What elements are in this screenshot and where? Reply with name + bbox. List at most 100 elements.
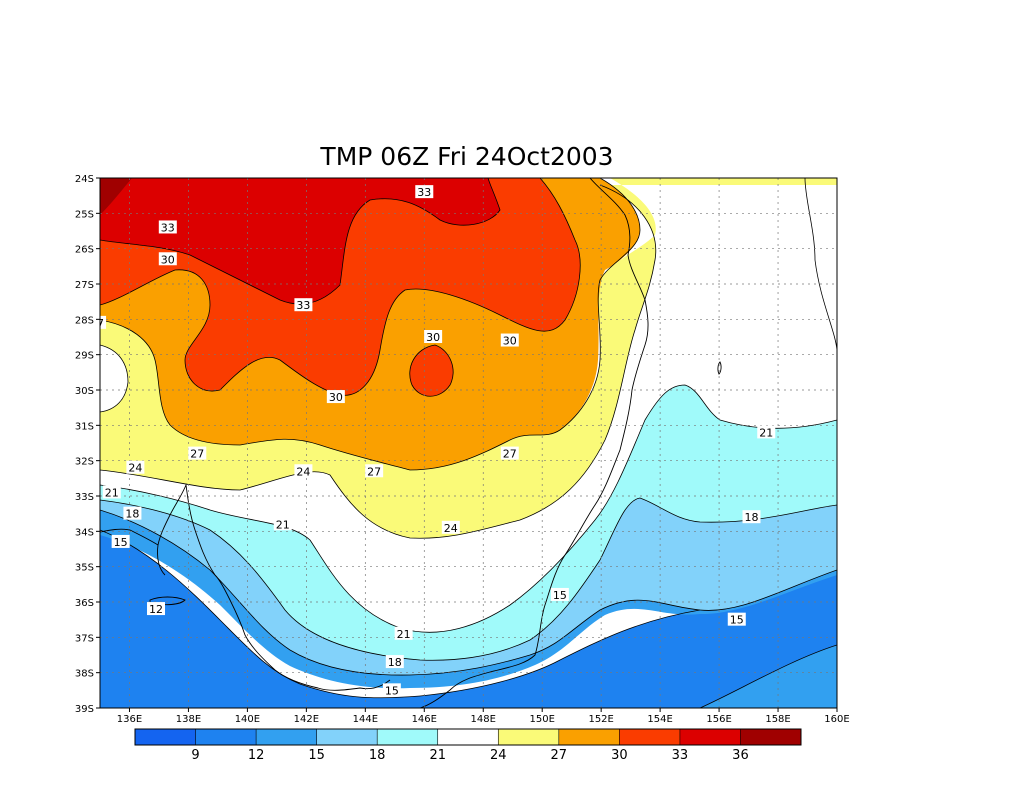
- region-9-12: [100, 530, 837, 708]
- plot-area: 33 33 30 33 27 30 30 30 27 27 24 24 27 21 18 21 24 15 12 15…: [90, 178, 837, 708]
- x-tick-label: 150E: [529, 714, 554, 725]
- contour-label: 27: [503, 448, 517, 461]
- contour-label-bg: [550, 587, 569, 601]
- region-12-15: [100, 510, 837, 708]
- region-36-39: [100, 178, 132, 215]
- y-tick-label: 36S: [75, 598, 94, 609]
- contour-label-bg: [188, 446, 207, 460]
- contour-label: 30: [503, 335, 517, 348]
- y-tick-label: 29S: [75, 351, 94, 362]
- colorbar-swatch: [377, 729, 439, 745]
- x-tick-label: 152E: [588, 714, 613, 725]
- colorbar-swatch: [256, 729, 318, 745]
- contour-lines: [100, 178, 837, 708]
- contour-label-bg: [294, 464, 313, 478]
- contour-label: 24: [444, 522, 458, 535]
- y-tick-label: 30S: [75, 386, 94, 397]
- y-tick-label: 24S: [75, 174, 94, 185]
- contour-label-bg: [757, 425, 776, 439]
- x-tick-label: 158E: [765, 714, 790, 725]
- y-tick-label: 33S: [75, 492, 94, 503]
- contour-label: 21: [397, 628, 411, 641]
- contour-label: 18: [388, 656, 402, 669]
- y-tick-label: 37S: [75, 633, 94, 644]
- colorbar-label: 33: [672, 748, 689, 763]
- contour-label: 15: [553, 589, 567, 602]
- contour-label-bg: [441, 520, 460, 534]
- colorbar-swatch: [437, 729, 499, 745]
- contour-label: 15: [114, 536, 128, 549]
- colorbar-label: 15: [308, 748, 325, 763]
- colorbar-swatch: [135, 729, 197, 745]
- contour-33-line: [100, 178, 501, 305]
- y-tick-label: 35S: [75, 563, 94, 574]
- contour-label: 30: [426, 331, 440, 344]
- contour-label-bg: [727, 612, 746, 626]
- contour-label: 21: [759, 426, 773, 439]
- contour-label-bg: [111, 534, 130, 548]
- x-tick-label: 160E: [824, 714, 849, 725]
- colorbar-label: 12: [248, 748, 265, 763]
- chart-title: TMP 06Z Fri 24Oct2003: [319, 142, 613, 171]
- contour-label-bg: [415, 185, 434, 199]
- contour-27-line: [100, 178, 641, 471]
- plot-frame: [99, 177, 838, 709]
- contour-label-bg: [382, 683, 401, 697]
- coastline-east: [419, 178, 649, 708]
- colorbar-swatch: [619, 729, 681, 745]
- contour-label-bg: [365, 464, 384, 478]
- y-tick-label: 38S: [75, 669, 94, 680]
- x-axis-ticks: 136E 138E 140E 142E 144E 146E 148E 150E 152E 154E…: [117, 708, 850, 725]
- x-tick-label: 142E: [294, 714, 319, 725]
- region-24-27: [100, 178, 837, 539]
- contour-label: 15: [385, 684, 399, 697]
- y-tick-label: 39S: [75, 704, 94, 715]
- contour-label: 27: [367, 465, 381, 478]
- y-tick-label: 31S: [75, 421, 94, 432]
- contour-label-bg: [394, 626, 413, 640]
- region-30-33: [100, 178, 581, 397]
- contour-label-bg: [273, 517, 292, 531]
- colorbar-swatch: [498, 729, 560, 745]
- x-tick-label: 138E: [176, 714, 201, 725]
- contour-label-bg: [500, 446, 519, 460]
- y-tick-label: 32S: [75, 457, 94, 468]
- contour-label-bg: [500, 333, 519, 347]
- colorbar-label: 30: [611, 748, 628, 763]
- contour-label-bg: [126, 460, 145, 474]
- contour-label-bg: [158, 252, 177, 266]
- contour-label: 27: [90, 317, 104, 330]
- contour-label: 30: [161, 253, 175, 266]
- colorbar-swatch: [679, 729, 741, 745]
- contour-24-left-line: [100, 344, 129, 413]
- y-tick-label: 34S: [75, 527, 94, 538]
- contour-label-bg: [123, 506, 142, 520]
- colorbar-swatch: [195, 729, 257, 745]
- contour-12-right-line: [699, 644, 837, 708]
- contour-12-line: [100, 529, 701, 699]
- colorbar-swatch: [740, 729, 802, 745]
- contour-label-bg: [147, 602, 166, 616]
- contour-label: 15: [730, 614, 744, 627]
- x-tick-label: 156E: [706, 714, 731, 725]
- x-tick-label: 136E: [117, 714, 142, 725]
- colorbar-label: 9: [191, 748, 199, 763]
- colorbar-label: 21: [429, 748, 446, 763]
- colorbar-label: 24: [490, 748, 507, 763]
- contour-labels: 33 33 30 33 27 30 30 30 27 27 24 24 27 21 18 21 24 15 12 15…: [90, 185, 776, 697]
- contour-label: 24: [128, 462, 142, 475]
- contour-label-bg: [100, 315, 107, 329]
- contour-label: 12: [149, 603, 163, 616]
- y-tick-label: 26S: [75, 245, 94, 256]
- colorbar-label: 18: [369, 748, 386, 763]
- x-tick-label: 148E: [471, 714, 496, 725]
- colorbar: 9 12 15 18 21 24 27 30 33 36: [134, 728, 802, 763]
- contour-24-line: [100, 184, 657, 539]
- contour-label: 18: [125, 508, 139, 521]
- contour-label-bg: [158, 220, 177, 234]
- x-tick-label: 146E: [412, 714, 437, 725]
- colorbar-label: 27: [551, 748, 568, 763]
- region-33-36: [100, 178, 500, 305]
- coastline-spencer: [100, 528, 159, 546]
